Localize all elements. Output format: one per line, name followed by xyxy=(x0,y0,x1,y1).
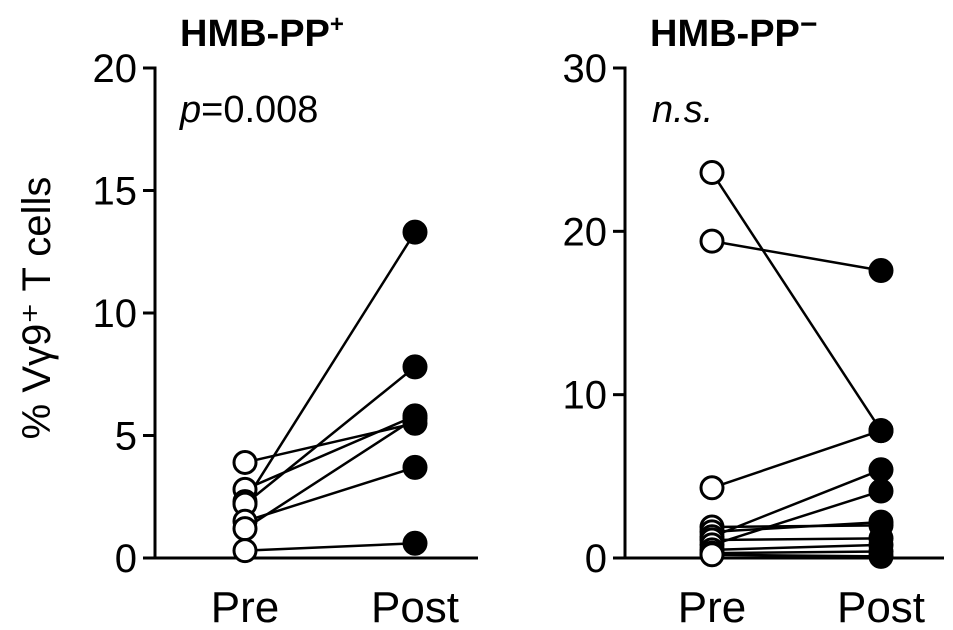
y-axis: 0 5 10 15 20 xyxy=(93,47,157,581)
y-tick-label: 10 xyxy=(93,292,138,336)
x-category-label: Post xyxy=(371,583,459,630)
pair-line xyxy=(711,468,882,538)
x-category-label: Post xyxy=(837,583,925,630)
pre-point xyxy=(232,538,258,564)
pair-line xyxy=(711,543,882,552)
pre-point xyxy=(232,516,258,542)
post-point xyxy=(402,354,428,380)
pair-line xyxy=(244,417,416,530)
post-point xyxy=(868,478,894,504)
pair-line xyxy=(711,550,882,555)
post-point xyxy=(868,258,894,284)
pair-lines xyxy=(710,171,883,558)
pre-point xyxy=(232,449,258,475)
pre-point xyxy=(699,228,725,254)
significance-annotation: n.s. xyxy=(652,89,713,131)
y-axis: 0 10 20 30 xyxy=(563,47,627,581)
pair-line xyxy=(710,171,883,432)
x-category-label: Pre xyxy=(211,583,279,630)
panel-hmbpp-positive: HMB-PP+ p=0.008 0 5 10 15 20 Pre Post xyxy=(93,11,478,630)
pair-line xyxy=(244,542,416,552)
panel-title: HMB-PP+ xyxy=(180,11,344,55)
post-point xyxy=(868,543,894,569)
data-points xyxy=(232,219,428,564)
x-axis: Pre Post xyxy=(623,556,944,630)
pair-line xyxy=(244,414,416,491)
pre-point xyxy=(699,475,725,501)
panel-hmbpp-negative: HMB-PP− n.s. 0 10 20 30 Pre Post xyxy=(563,8,944,630)
pair-line xyxy=(711,429,882,489)
y-tick-label: 5 xyxy=(115,415,137,459)
post-point xyxy=(402,219,428,245)
x-category-label: Pre xyxy=(678,583,746,630)
pair-line xyxy=(244,365,416,506)
pair-line xyxy=(244,422,416,464)
pair-line xyxy=(711,520,882,534)
post-point xyxy=(402,454,428,480)
p-value-annotation: p=0.008 xyxy=(179,89,318,131)
pair-line xyxy=(244,466,416,523)
data-points xyxy=(699,160,894,569)
pre-point xyxy=(699,542,725,568)
pair-line xyxy=(711,239,882,272)
pair-line xyxy=(711,553,882,558)
post-point xyxy=(868,457,894,483)
pre-point xyxy=(699,160,725,186)
y-axis-label: % Vγ9⁺ T cells xyxy=(15,177,59,440)
x-axis: Pre Post xyxy=(153,556,478,630)
post-point xyxy=(868,418,894,444)
y-tick-label: 15 xyxy=(93,170,138,214)
pair-line xyxy=(243,231,417,503)
pair-line xyxy=(711,489,882,547)
y-tick-label: 0 xyxy=(585,537,607,581)
y-tick-label: 0 xyxy=(115,537,137,581)
y-tick-label: 20 xyxy=(93,47,138,91)
post-point xyxy=(402,530,428,556)
pair-line xyxy=(711,537,882,542)
pair-lines xyxy=(243,231,417,552)
post-point xyxy=(402,405,428,431)
y-tick-label: 20 xyxy=(563,210,608,254)
panel-title: HMB-PP− xyxy=(650,8,817,55)
y-tick-label: 30 xyxy=(563,47,608,91)
y-tick-label: 10 xyxy=(563,374,608,418)
